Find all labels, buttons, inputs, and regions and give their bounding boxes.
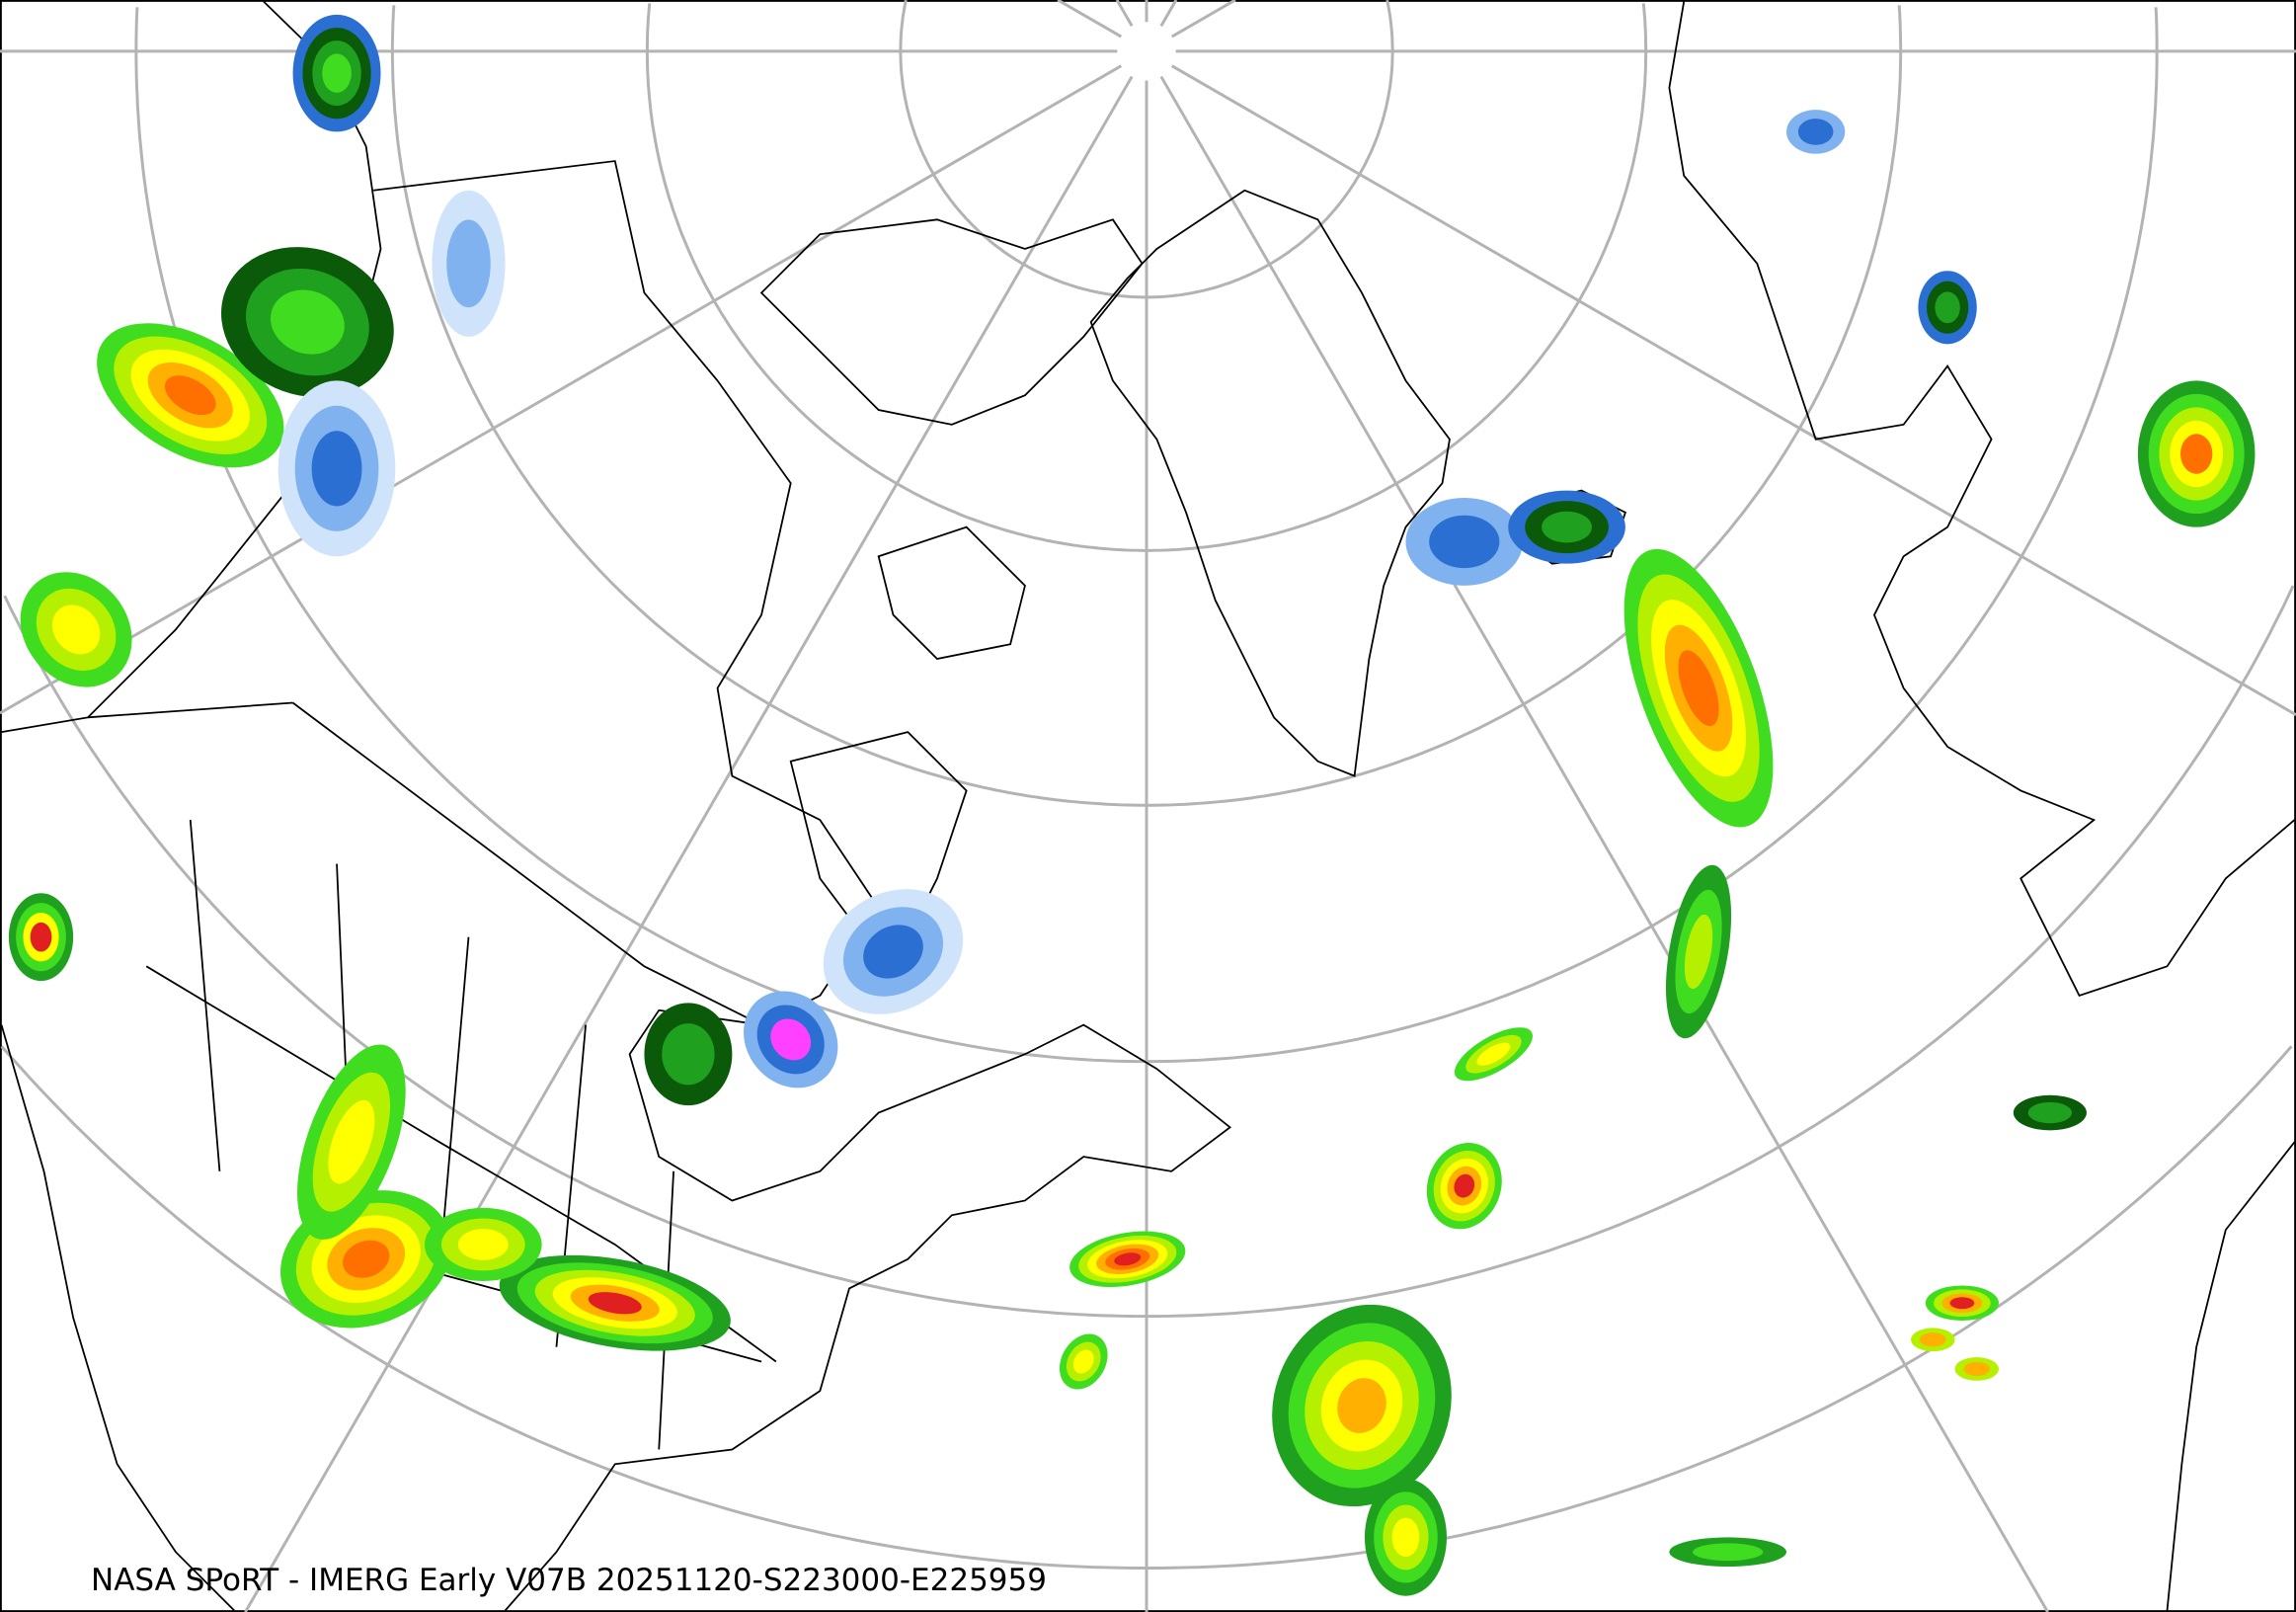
precip-cell xyxy=(1337,1378,1386,1433)
precip-cell xyxy=(1114,1252,1142,1266)
meridian-line xyxy=(244,75,1134,1612)
precip-cell xyxy=(1454,1173,1475,1198)
precip-cell xyxy=(446,219,491,308)
north-america-coast xyxy=(373,160,1231,1612)
africa-coast xyxy=(2166,1141,2296,1611)
europe-coast xyxy=(1668,1,2296,998)
precip-cell xyxy=(164,375,216,416)
meridian-line xyxy=(1170,64,2296,716)
precip-cell xyxy=(1919,1332,1946,1347)
latitude-circle xyxy=(0,1045,2293,1571)
precip-cell xyxy=(1429,515,1500,569)
precip-cell xyxy=(1684,914,1713,990)
precip-cell xyxy=(588,1292,642,1315)
meridian-line xyxy=(1057,0,1123,39)
precip-cell xyxy=(1935,291,1960,324)
precip-cell xyxy=(311,431,362,507)
greenland-coast xyxy=(1089,189,1451,777)
precip-cell xyxy=(30,922,52,952)
precip-cell xyxy=(1963,1361,1991,1377)
mexico-coast xyxy=(0,1024,235,1612)
latitude-circle xyxy=(390,5,1903,807)
meridian-line xyxy=(0,64,1123,715)
precipitation-overlay xyxy=(8,14,2256,1596)
latitude-circle xyxy=(899,0,1394,299)
latitude-circle xyxy=(134,7,2159,1064)
meridian-line xyxy=(1159,0,1178,27)
us-canada-border xyxy=(87,701,762,1026)
precip-cell xyxy=(51,604,101,655)
precip-cell xyxy=(270,289,345,355)
precip-cell xyxy=(1072,1349,1094,1374)
precip-cell xyxy=(2179,434,2213,474)
latitude-circle xyxy=(3,585,2295,1319)
map-caption: NASA SPoRT - IMERG Early V07B 20251120-S… xyxy=(91,1563,1047,1598)
precip-cell xyxy=(328,1099,375,1184)
precip-cell xyxy=(662,1023,715,1086)
precip-cell xyxy=(1693,1543,1764,1562)
precip-cell xyxy=(1391,1517,1420,1558)
meridian-line xyxy=(1170,0,1236,39)
precip-cell xyxy=(1542,511,1592,543)
precip-cell xyxy=(770,1018,812,1061)
precip-cell xyxy=(2027,1101,2073,1124)
precip-cell xyxy=(1949,1297,1975,1310)
latitude-circle xyxy=(645,3,1648,552)
precip-cell xyxy=(343,1240,390,1278)
meridian-line xyxy=(1159,75,2049,1612)
precip-cell xyxy=(863,925,923,979)
precip-cell xyxy=(1797,119,1834,145)
precip-cell xyxy=(322,53,352,93)
precip-cell xyxy=(1476,1042,1511,1066)
arctic-islands xyxy=(759,218,1144,660)
meridian-line xyxy=(1115,0,1134,27)
precip-cell xyxy=(1678,650,1719,727)
precip-cell xyxy=(457,1229,509,1260)
